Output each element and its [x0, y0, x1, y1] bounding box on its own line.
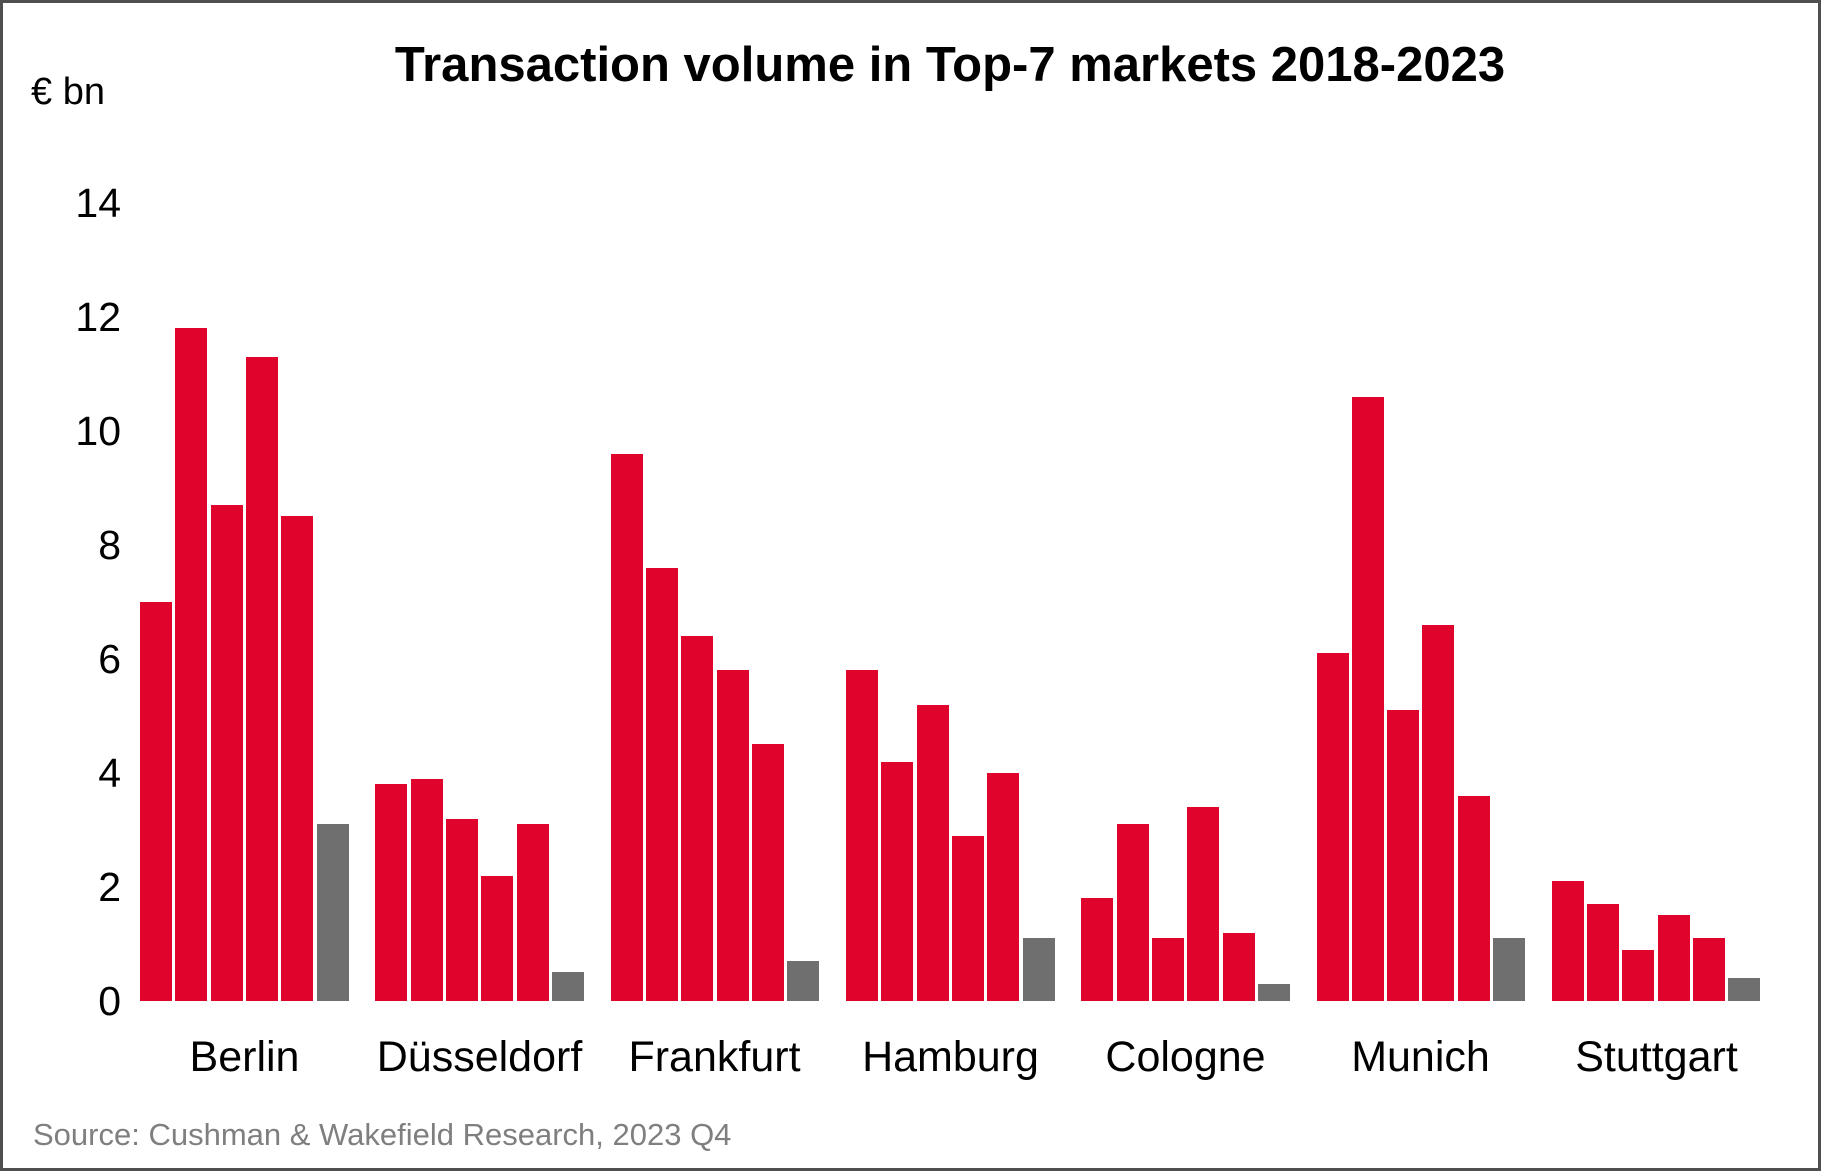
chart-title: Transaction volume in Top-7 markets 2018…: [394, 38, 1506, 92]
bar-berlin-2020: [211, 505, 243, 1001]
bar-munich-2021: [1422, 625, 1454, 1001]
bar-berlin-2022: [281, 516, 313, 1001]
y-axis-tick-label-2: 2: [98, 864, 121, 910]
bar-hamburg-2023: [1023, 938, 1055, 1001]
bar-hamburg-2022: [987, 773, 1019, 1001]
bar-frankfurt-2022: [752, 744, 784, 1001]
bar-frankfurt-2023: [787, 961, 819, 1001]
y-axis-tick-label-12: 12: [75, 294, 121, 340]
x-axis-category-label-hamburg: Hamburg: [862, 1033, 1039, 1081]
y-axis-tick-label-10: 10: [75, 408, 121, 454]
bar-cologne-2019: [1117, 824, 1149, 1001]
x-axis-category-label-cologne: Cologne: [1105, 1033, 1266, 1081]
bar-stuttgart-2019: [1587, 904, 1619, 1001]
x-axis-category-label-berlin: Berlin: [189, 1033, 300, 1081]
bar-dsseldorf-2021: [481, 876, 513, 1001]
y-axis-tick-label-6: 6: [98, 636, 121, 682]
bar-hamburg-2018: [846, 670, 878, 1001]
bar-cologne-2023: [1258, 984, 1290, 1001]
y-axis-unit-label: € bn: [31, 71, 105, 113]
bar-berlin-2018: [140, 602, 172, 1001]
bar-dsseldorf-2018: [375, 784, 407, 1001]
bar-hamburg-2020: [917, 705, 949, 1001]
bar-berlin-2023: [317, 824, 349, 1001]
bar-dsseldorf-2020: [446, 819, 478, 1001]
x-axis-category-label-munich: Munich: [1351, 1033, 1490, 1081]
bar-frankfurt-2021: [717, 670, 749, 1001]
bar-cologne-2020: [1152, 938, 1184, 1001]
bar-hamburg-2019: [881, 762, 913, 1001]
bar-munich-2019: [1352, 397, 1384, 1001]
source-attribution: Source: Cushman & Wakefield Research, 20…: [33, 1117, 732, 1152]
bar-cologne-2021: [1187, 807, 1219, 1001]
x-axis-category-label-dsseldorf: Düsseldorf: [376, 1033, 583, 1081]
bar-stuttgart-2022: [1693, 938, 1725, 1001]
bar-frankfurt-2018: [611, 454, 643, 1001]
y-axis-tick-label-8: 8: [98, 522, 121, 568]
bar-munich-2020: [1387, 710, 1419, 1001]
bar-stuttgart-2020: [1622, 950, 1654, 1001]
bar-dsseldorf-2022: [517, 824, 549, 1001]
bar-munich-2022: [1458, 796, 1490, 1001]
bar-cologne-2022: [1223, 933, 1255, 1001]
bar-stuttgart-2021: [1658, 915, 1690, 1001]
bar-berlin-2021: [246, 357, 278, 1001]
bar-stuttgart-2018: [1552, 881, 1584, 1001]
y-axis-tick-label-4: 4: [98, 750, 121, 796]
bar-dsseldorf-2019: [411, 779, 443, 1001]
bar-frankfurt-2019: [646, 568, 678, 1001]
bar-hamburg-2021: [952, 836, 984, 1001]
y-axis-tick-label-14: 14: [75, 180, 121, 226]
plot-area: 0 2 4 6 8 10 12 14 Berlin Düsseldorf Frankfurt Hamb…: [3, 3, 1818, 1168]
bar-munich-2018: [1317, 653, 1349, 1001]
bar-dsseldorf-2023: [552, 972, 584, 1001]
x-axis-category-label-stuttgart: Stuttgart: [1575, 1033, 1738, 1081]
y-axis-tick-label-0: 0: [98, 978, 121, 1024]
bar-cologne-2018: [1081, 898, 1113, 1001]
bar-frankfurt-2020: [681, 636, 713, 1001]
bar-munich-2023: [1493, 938, 1525, 1001]
bar-stuttgart-2023: [1728, 978, 1760, 1001]
x-axis-category-label-frankfurt: Frankfurt: [628, 1033, 801, 1081]
bar-berlin-2019: [175, 328, 207, 1001]
